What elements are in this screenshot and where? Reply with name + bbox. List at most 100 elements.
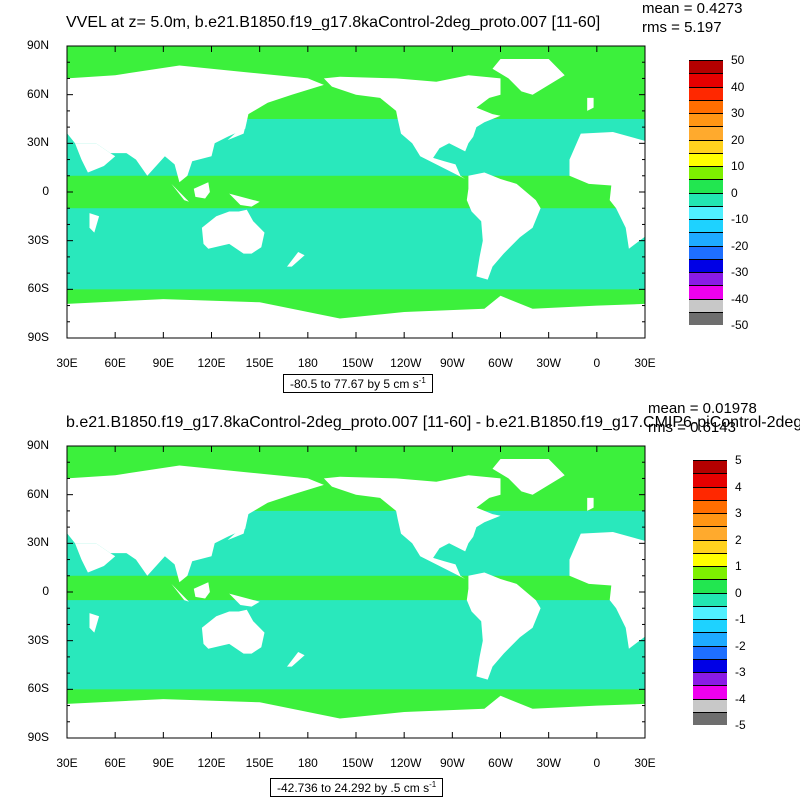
colorbar-swatch xyxy=(693,539,727,553)
colorbar-swatch xyxy=(693,698,727,712)
lon-label: 60W xyxy=(488,756,513,770)
bottom-map-panel: b.e21.B1850.f19_g17.8kaControl-2deg_prot… xyxy=(0,400,800,800)
lon-label: 90W xyxy=(439,756,465,770)
lat-label: 0 xyxy=(42,584,49,598)
lon-label: 60W xyxy=(488,356,513,370)
lat-label: 90N xyxy=(26,438,49,452)
land-mass-3 xyxy=(323,75,501,179)
colorbar-swatch xyxy=(693,645,727,659)
lat-label: 0 xyxy=(42,184,49,198)
colorbar-swatch xyxy=(693,619,727,633)
colorbar-swatch xyxy=(689,179,723,193)
colorbar-label: 40 xyxy=(731,79,745,94)
lon-label: 60E xyxy=(104,756,126,770)
top-colorbar xyxy=(689,60,723,325)
colorbar-label: 4 xyxy=(735,479,742,494)
land-mass-4 xyxy=(492,59,565,95)
lat-label: 30N xyxy=(26,535,49,550)
colorbar-swatch xyxy=(689,166,723,180)
lon-label: 180 xyxy=(297,756,318,770)
lon-label: 30E xyxy=(56,356,78,370)
land-mass-3 xyxy=(323,475,501,579)
lon-label: 120W xyxy=(390,756,422,770)
lat-label: 30S xyxy=(27,232,49,247)
land-mass-10 xyxy=(229,593,260,607)
bottom-map-title: b.e21.B1850.f19_g17.8kaControl-2deg_prot… xyxy=(66,414,800,431)
land-mass-7 xyxy=(67,295,645,338)
land-mass-14 xyxy=(287,652,305,667)
colorbar-swatch xyxy=(689,192,723,206)
land-mass-0 xyxy=(569,532,679,649)
colorbar-swatch xyxy=(693,552,727,566)
lon-label: 90E xyxy=(152,356,174,370)
top-map-rms: rms = 5.197 xyxy=(642,19,722,36)
bottom-map-rms: rms = 0.6143 xyxy=(648,419,736,436)
land-mass-13 xyxy=(227,120,247,141)
colorbar-label: -40 xyxy=(731,291,749,306)
land-mass-5 xyxy=(466,172,541,280)
colorbar-label: -3 xyxy=(735,665,746,679)
colorbar-swatch xyxy=(693,513,727,527)
colorbar-swatch xyxy=(689,126,723,140)
colorbar-label: -50 xyxy=(731,318,749,332)
lon-label: 30E xyxy=(56,756,78,770)
land-mass-2 xyxy=(75,543,116,573)
land-mass-6 xyxy=(201,609,265,654)
colorbar-swatch xyxy=(689,205,723,219)
colorbar-swatch xyxy=(689,73,723,87)
colorbar-label: 50 xyxy=(731,53,745,67)
lat-label: 60N xyxy=(26,486,49,501)
lat-label: 30S xyxy=(27,632,49,647)
land-mass-1 xyxy=(2,65,324,183)
lat-label: 60S xyxy=(27,681,49,696)
land-mass-0 xyxy=(569,132,679,249)
colorbar-swatch xyxy=(689,232,723,246)
colorbar-swatch xyxy=(693,460,727,474)
colorbar-label: 30 xyxy=(731,106,745,120)
land-mass-1 xyxy=(2,465,324,583)
land-mass-6 xyxy=(201,209,265,254)
colorbar-swatch xyxy=(689,86,723,100)
lon-label: 120E xyxy=(197,356,226,370)
colorbar-swatch xyxy=(689,285,723,299)
colorbar-label: 2 xyxy=(735,532,742,547)
lon-label: 150W xyxy=(342,756,374,770)
land-mass-5 xyxy=(466,572,541,680)
land-mass-10 xyxy=(229,193,260,207)
bottom-map-mean: mean = 0.01978 xyxy=(648,400,757,417)
top-map-contour-range: -80.5 to 77.67 by 5 cm s-1 xyxy=(283,374,433,393)
colorbar-label: 10 xyxy=(731,159,745,173)
land-mass-12 xyxy=(587,97,594,111)
lat-label: 60N xyxy=(26,86,49,101)
lon-label: 90E xyxy=(152,756,174,770)
colorbar-swatch xyxy=(693,499,727,513)
colorbar-swatch xyxy=(689,152,723,166)
colorbar-swatch xyxy=(689,219,723,233)
lon-label: 150E xyxy=(245,756,274,770)
lon-label: 0 xyxy=(593,756,601,770)
lon-label: 180 xyxy=(297,356,318,370)
bottom-colorbar xyxy=(693,460,727,725)
colorbar-swatch xyxy=(693,658,727,672)
lon-label: 120W xyxy=(390,356,422,370)
bottom-map-plot xyxy=(2,445,679,739)
colorbar-swatch xyxy=(689,245,723,259)
colorbar-label: 20 xyxy=(731,132,745,147)
bottom-map-contour-range: -42.736 to 24.292 by .5 cm s-1 xyxy=(270,778,444,797)
land-mass-13 xyxy=(227,520,247,541)
colorbar-swatch xyxy=(693,486,727,500)
lon-label: 150E xyxy=(245,356,274,370)
colorbar-label: -4 xyxy=(735,691,746,706)
colorbar-swatch xyxy=(693,672,727,686)
lat-label: 30N xyxy=(26,135,49,150)
colorbar-swatch xyxy=(689,99,723,113)
top-map-plot xyxy=(2,45,679,339)
colorbar-swatch xyxy=(693,711,727,725)
colorbar-swatch xyxy=(689,272,723,286)
colorbar-label: 5 xyxy=(735,453,742,467)
colorbar-swatch xyxy=(693,592,727,606)
top-map-mean: mean = 0.4273 xyxy=(642,0,743,17)
lon-label: 60E xyxy=(104,356,126,370)
lon-label: 30E xyxy=(634,756,656,770)
lon-label: 30E xyxy=(634,356,656,370)
